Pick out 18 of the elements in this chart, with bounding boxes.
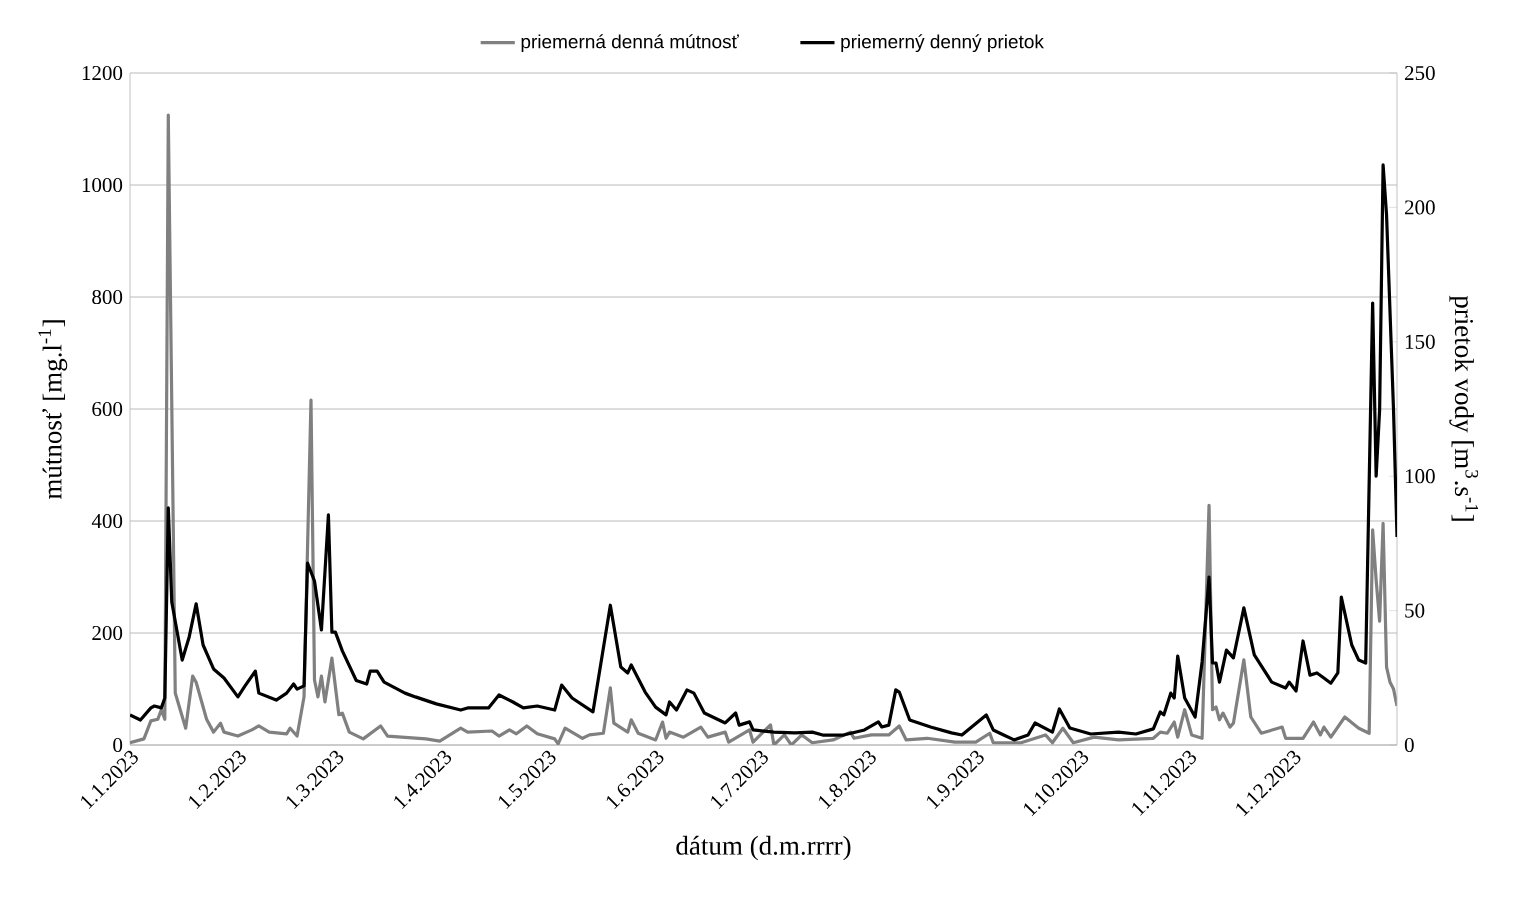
y2-tick-label: 250 [1404,65,1435,81]
y2-tick-label: 200 [1404,200,1435,215]
legend-label: priemerná denná mútnosť [521,34,739,53]
y-tick-label: 400 [91,513,123,529]
legend-label: priemerný denný prietok [841,34,1044,53]
y-tick-label: 0 [113,737,123,753]
y2-tick-label: 0 [1404,737,1414,753]
y-tick-label: 200 [92,625,123,641]
y-tick-label: 800 [92,289,123,305]
y2-tick-label: 100 [1405,469,1435,484]
y-axis-title: mútnosť [mg.l$^{-1}$] [38,320,68,500]
y-tick-label: 1000 [82,177,123,193]
x-axis-title: dátum (d.m.rrrr) [676,835,851,861]
y2-tick-label: 50 [1405,603,1425,618]
y-tick-label: 1200 [82,65,123,81]
y2-axis-title: prietok vody [m$^{3}$.s$^{-1}$] [1449,295,1479,521]
y-tick-label: 600 [92,401,123,417]
y2-tick-label: 150 [1405,334,1435,349]
